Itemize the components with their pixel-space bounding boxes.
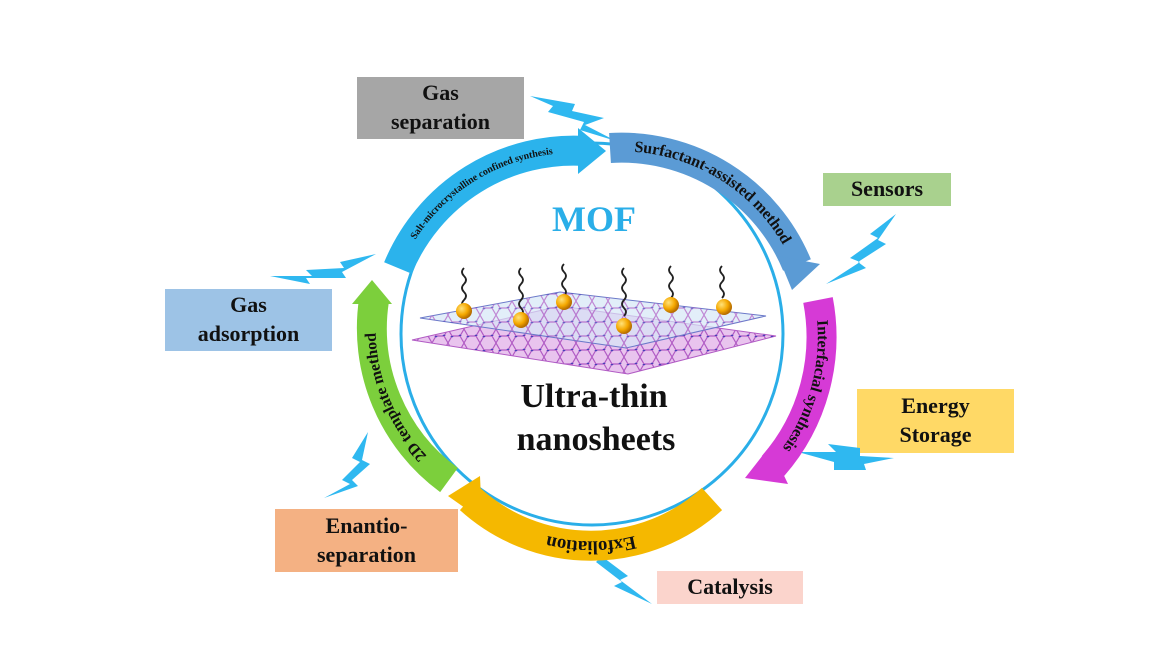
enantio-separation-line1: Enantio- <box>325 512 408 538</box>
catalysis-label: Catalysis <box>687 574 773 600</box>
gas-separation-line1: Gas <box>422 80 459 106</box>
nanosheet-illustration <box>411 263 777 375</box>
gas-separation-line2: separation <box>391 109 490 134</box>
metal-node <box>616 318 632 334</box>
metal-nodes <box>456 294 732 334</box>
sensors-box: Sensors <box>823 173 951 206</box>
arrow-salt-head <box>578 128 606 174</box>
lightning-icon-adsorption <box>270 254 376 284</box>
arrow-surfactant-method <box>609 132 811 271</box>
arrow-interfacial-head <box>745 446 788 484</box>
arrow-surfactant-head <box>778 256 820 290</box>
arrow-template-head <box>352 280 392 304</box>
nanosheets-label: nanosheets <box>517 421 676 458</box>
enantio-separation-line2: separation <box>317 541 416 567</box>
mof-title: MOF <box>552 199 636 239</box>
lightning-icon-enantio <box>324 432 370 498</box>
gas-adsorption-line1: Gas <box>230 292 267 318</box>
nanosheet-layer-top-mesh <box>420 292 766 348</box>
metal-node <box>456 303 472 319</box>
energy-storage-box: Energy Storage <box>857 389 1014 453</box>
arrow-template-method <box>356 297 459 493</box>
lightning-icon-sensors <box>826 214 896 284</box>
metal-node <box>513 312 529 328</box>
arrow-interfacial-method <box>761 297 837 476</box>
metal-node <box>716 299 732 315</box>
cycle-arrows <box>352 128 837 561</box>
lightning-icon-energy <box>798 444 894 470</box>
energy-storage-line2: Storage <box>899 422 972 447</box>
arrow-salt-method <box>384 135 587 274</box>
gas-separation-box: Gas separation <box>357 77 524 139</box>
arrow-exfoliation-method <box>459 487 723 561</box>
gas-adsorption-box: Gas adsorption <box>165 289 332 351</box>
arrow-exfoliation-head <box>448 476 482 520</box>
lightning-icon-top <box>530 96 616 141</box>
sensors-label: Sensors <box>850 176 924 202</box>
metal-node <box>556 294 572 310</box>
ultra-thin-label: Ultra-thin <box>520 378 667 415</box>
enantio-separation-box: Enantio- separation <box>275 509 458 572</box>
gas-adsorption-line2: adsorption <box>197 321 300 346</box>
surfactant-molecules <box>461 263 725 317</box>
catalysis-box: Catalysis <box>657 571 803 604</box>
metal-node <box>663 297 679 313</box>
energy-storage-line1: Energy <box>901 393 970 419</box>
